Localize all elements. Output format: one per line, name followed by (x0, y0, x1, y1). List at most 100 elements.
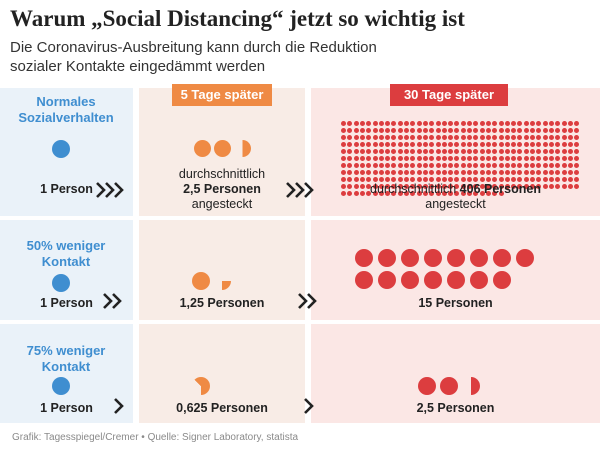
person-dot (416, 191, 422, 197)
chevron-right-icon (114, 398, 124, 414)
person-dot (493, 249, 511, 267)
person-dot (385, 135, 391, 141)
person-dot (353, 121, 359, 127)
person-dot (366, 128, 372, 134)
person-dot (498, 170, 504, 176)
person-dot (391, 142, 397, 148)
person-dot (359, 142, 365, 148)
person-dot (523, 170, 529, 176)
person-dot (441, 142, 447, 148)
person-dot (429, 170, 435, 176)
person-dot (479, 156, 485, 162)
person-dot (347, 121, 353, 127)
person-dot (530, 163, 536, 169)
person-dot (418, 377, 436, 395)
person-dot (385, 121, 391, 127)
person-dot (479, 142, 485, 148)
person-dot (504, 142, 510, 148)
person-dot (416, 142, 422, 148)
person-dot (454, 135, 460, 141)
person-dot (416, 177, 422, 183)
person-dot (517, 149, 523, 155)
person-dot (416, 149, 422, 155)
person-dot (404, 177, 410, 183)
row1-mid-suffix: angesteckt (191, 197, 253, 211)
person-dot (366, 177, 372, 183)
person-dot (353, 128, 359, 134)
person-dot (504, 170, 510, 176)
person-dot (448, 191, 454, 197)
person-dot (385, 156, 391, 162)
person-dot (214, 140, 231, 157)
person-dot (404, 170, 410, 176)
person-dot (462, 377, 480, 395)
person-dot (234, 140, 251, 157)
person-dot (397, 149, 403, 155)
person-dot (485, 128, 491, 134)
person-dot (385, 142, 391, 148)
row1-end-suffix: angesteckt (425, 197, 486, 211)
person-dot (378, 128, 384, 134)
person-dot (492, 121, 498, 127)
person-dot (561, 156, 567, 162)
person-dot (523, 142, 529, 148)
person-dot (347, 191, 353, 197)
person-dot (530, 121, 536, 127)
person-dot (448, 177, 454, 183)
person-dot (460, 142, 466, 148)
person-dot (504, 135, 510, 141)
row3-start-label: 1 Person (40, 401, 93, 415)
person-dot (479, 121, 485, 127)
person-dot (574, 156, 580, 162)
person-dot (542, 170, 548, 176)
person-dot (485, 156, 491, 162)
person-dot (429, 156, 435, 162)
person-dot (341, 142, 347, 148)
person-dot (498, 177, 504, 183)
person-dot (523, 177, 529, 183)
person-dot (448, 142, 454, 148)
person-dot (353, 177, 359, 183)
person-dot (530, 177, 536, 183)
person-dot (555, 184, 561, 190)
person-dot (504, 163, 510, 169)
person-dot (422, 177, 428, 183)
person-dot (192, 272, 210, 290)
person-dot (378, 149, 384, 155)
person-dot (542, 184, 548, 190)
person-dot (523, 135, 529, 141)
person-dot (530, 135, 536, 141)
person-dot (341, 191, 347, 197)
person-dot (385, 128, 391, 134)
person-dot (479, 170, 485, 176)
person-dot (397, 128, 403, 134)
person-dot (401, 249, 419, 267)
person-dot (454, 191, 460, 197)
person-dot (467, 121, 473, 127)
person-dot (542, 177, 548, 183)
person-dot (347, 128, 353, 134)
person-dot (378, 142, 384, 148)
person-dot (391, 177, 397, 183)
person-dot (448, 184, 454, 190)
person-dot (473, 170, 479, 176)
person-dot (530, 149, 536, 155)
person-icon (52, 377, 70, 395)
person-dot (378, 271, 396, 289)
person-dot (416, 156, 422, 162)
person-dot (492, 163, 498, 169)
person-dot (460, 191, 466, 197)
person-dot (355, 271, 373, 289)
person-dot (473, 156, 479, 162)
person-dot (479, 177, 485, 183)
person-dot (372, 170, 378, 176)
person-dot (473, 121, 479, 127)
person-dot (429, 149, 435, 155)
person-dot (536, 177, 542, 183)
person-dot (473, 184, 479, 190)
person-dot (536, 121, 542, 127)
person-dot (548, 170, 554, 176)
person-dot (567, 184, 573, 190)
person-dot (460, 177, 466, 183)
person-dot (517, 177, 523, 183)
